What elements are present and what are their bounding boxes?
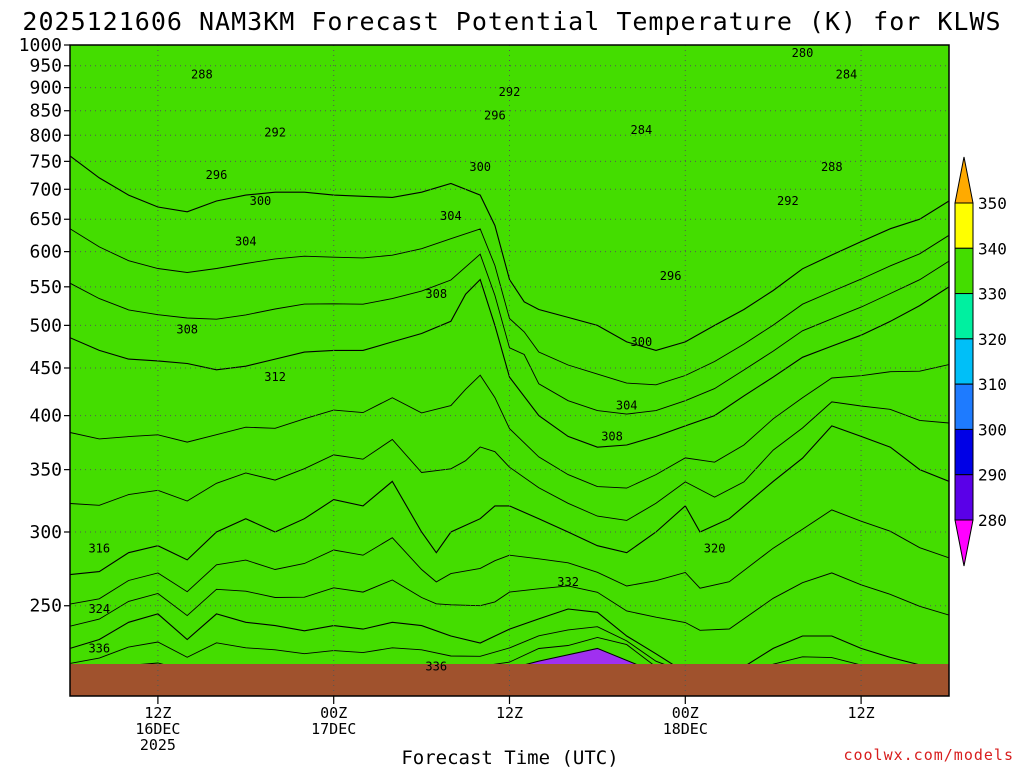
contour-label: 336 [425,660,447,674]
contour-label: 300 [631,335,653,349]
colorbar-seg [954,202,974,249]
contour-label: 304 [440,209,462,223]
contour-label: 284 [631,123,653,137]
colorbar-tick-label: 330 [978,285,1007,304]
contour-label: 312 [264,370,286,384]
contour-label: 300 [469,160,491,174]
y-tick-label: 400 [29,406,62,427]
y-tick-label: 800 [29,125,62,146]
colorbar-tick-label: 340 [978,239,1007,258]
y-tick-label: 900 [29,78,62,99]
y-tick-label: 500 [29,315,62,336]
y-tick-label: 950 [29,56,62,77]
colorbar-high-arrow [954,156,974,204]
y-tick-label: 250 [29,596,62,617]
x-tick-label: 00Z [320,704,347,722]
isoline-320 [70,425,949,576]
credit-text[interactable]: coolwx.com/models [843,746,1014,764]
colorbar-seg [954,293,974,340]
chart-title: 2025121606 NAM3KM Forecast Potential Tem… [22,7,1001,36]
colorbar-seg [954,474,974,521]
isoline-minor-310-1 [70,401,949,521]
pressure-axis: 2503003504004505005506006507007508008509… [19,35,70,617]
contour-label: 308 [176,322,198,336]
x-tick-label: 18DEC [663,720,708,738]
band-above-340 [70,45,949,690]
contour-label: 280 [792,46,814,60]
contour-label: 308 [425,287,447,301]
y-tick-label: 550 [29,277,62,298]
contour-label: 308 [601,429,623,443]
contour-label: 300 [250,194,272,208]
colorbar-seg [954,428,974,476]
contour-label: 336 [88,641,110,655]
isoline-minor-320-0 [70,509,949,605]
isoline-minor-300-1 [70,253,949,415]
contour-label: 292 [777,194,799,208]
x-tick-label: 12Z [144,704,171,722]
colorbar-seg [954,383,974,430]
isoline-minor-330-0 [70,626,949,681]
x-tick-label: 2025 [140,736,176,754]
colorbar-seg [954,338,974,385]
x-tick-label: 16DEC [135,720,180,738]
colorbar-tick-label: 350 [978,194,1007,213]
isoline-300 [70,155,949,351]
contour-label: 284 [836,67,858,81]
contour-label: 292 [499,85,521,99]
x-axis-label: Forecast Time (UTC) [401,747,618,768]
y-tick-label: 300 [29,522,62,543]
contour-label: 296 [660,269,682,283]
contour-label: 288 [191,67,213,81]
contour-label: 304 [235,235,257,249]
isoline-minor-310-0 [70,364,949,489]
colorbar-tick-label: 290 [978,466,1007,485]
colorbar-low-arrow [954,519,974,567]
contour-label: 320 [704,542,726,556]
isoline-minor-320-1 [70,572,949,631]
contour-label: 332 [557,575,579,589]
y-tick-label: 450 [29,358,62,379]
isoline-minor-300-0 [70,228,949,386]
colorbar-tick-label: 300 [978,420,1007,439]
colorbar-legend: 350 340 330 320 310 300 290 280 [954,156,1007,567]
isoline-310 [70,278,949,448]
grid-lines [70,44,949,696]
y-tick-label: 750 [29,151,62,172]
contour-labels: 336 336 324 332 316 320 308 304 312 300 308 308 296 3… [88,46,857,674]
y-tick-label: 650 [29,209,62,230]
contour-label: 296 [206,168,228,182]
y-tick-label: 1000 [19,35,62,56]
colorbar-tick-label: 320 [978,330,1007,349]
y-tick-label: 850 [29,101,62,122]
contour-label: 296 [484,109,506,123]
colorbar-tick-label: 280 [978,511,1007,530]
x-tick-label: 12Z [848,704,875,722]
contour-label: 324 [88,602,110,616]
colorbar-seg [954,247,974,295]
y-tick-label: 700 [29,179,62,200]
x-tick-label: 17DEC [311,720,356,738]
y-tick-label: 600 [29,242,62,263]
contour-label: 292 [264,126,286,140]
colorbar-tick-label: 310 [978,375,1007,394]
y-tick-label: 350 [29,460,62,481]
x-tick-label: 00Z [672,704,699,722]
x-tick-label: 12Z [496,704,523,722]
contour-label: 304 [616,399,638,413]
isoline-330 [70,608,949,677]
contour-label: 288 [821,160,843,174]
contour-label: 316 [88,542,110,556]
temperature-fill-layer [70,45,949,696]
